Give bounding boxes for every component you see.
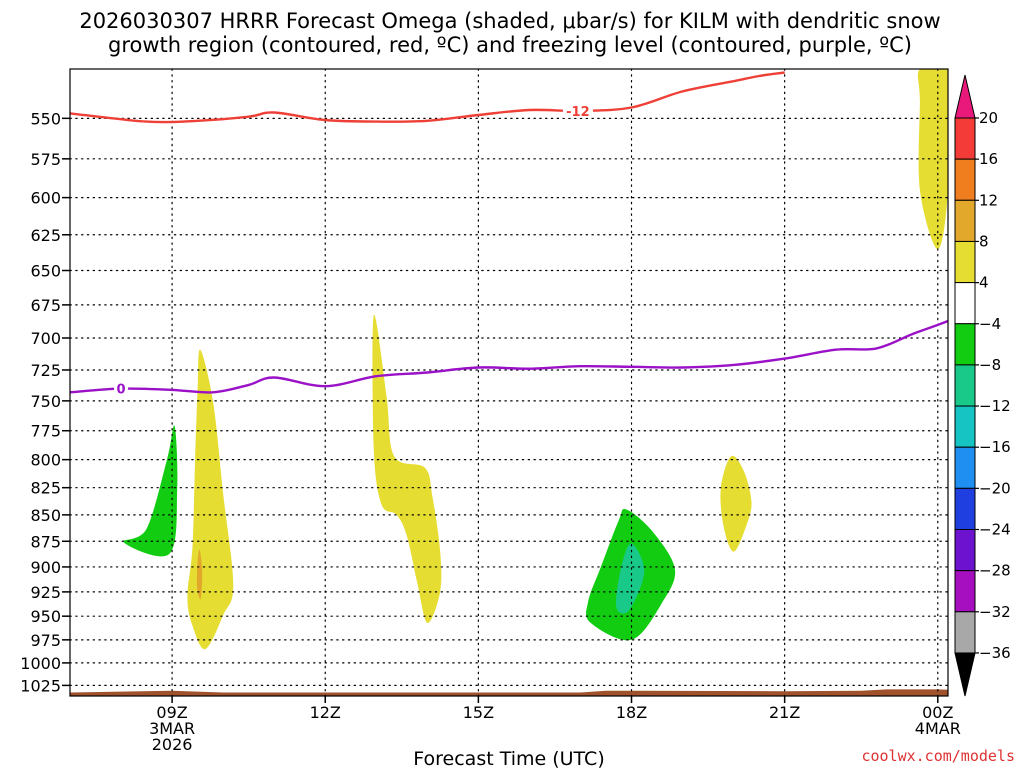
credit-text: coolwx.com/models (861, 747, 1015, 765)
colorbar-tick-label: −8 (979, 356, 1001, 374)
omega-region-4 (372, 314, 442, 623)
x-tick-label: 2026 (152, 735, 193, 754)
x-tick-label: 00Z (922, 703, 953, 722)
contour-line-2 (70, 319, 948, 394)
colorbar-swatch (954, 487, 976, 531)
omega-region-1 (123, 425, 178, 557)
x-tick-label: 4MAR (915, 719, 961, 738)
x-tick-label: 15Z (463, 703, 494, 722)
colorbar-swatch (954, 240, 976, 284)
colorbar-swatch (954, 323, 976, 366)
ground-surface (70, 689, 948, 696)
y-tick-label: 775 (30, 422, 61, 441)
colorbar-swatch (954, 364, 976, 407)
omega-region-3 (196, 549, 203, 600)
grid-lines (69, 68, 949, 697)
colorbar-tick-label: −12 (979, 397, 1011, 415)
colorbar-tick-label: 16 (979, 150, 998, 168)
y-axis-ticks: 550 575 600 625 650 675 700 725 750 775 800 825 850 8… (20, 109, 70, 695)
x-tick-label: 12Z (310, 703, 341, 722)
colorbar-top-arrow (954, 74, 976, 119)
colorbar-bottom-arrow (954, 652, 976, 697)
y-tick-label: 875 (30, 532, 61, 551)
chart-title-line-2: growth region (contoured, red, ºC) and f… (108, 33, 912, 57)
y-tick-label: 975 (30, 631, 61, 650)
x-axis-label: Forecast Time (UTC) (413, 748, 604, 768)
colorbar-tick-label: 12 (979, 191, 998, 209)
y-tick-label: 675 (30, 296, 61, 315)
y-tick-label: 750 (30, 392, 61, 411)
colorbar-tick-label: 4 (979, 274, 989, 292)
y-tick-label: 1025 (20, 676, 61, 695)
colorbar-swatch (954, 117, 976, 160)
omega-region-6 (615, 543, 645, 614)
contour-label-bg (114, 381, 129, 396)
colorbar-swatch (954, 199, 976, 242)
colorbar: 20 16 12 8 4 −4 −8 −12 −16 −20 −24 −28 −32 −36 (954, 74, 1011, 697)
y-tick-label: 925 (30, 583, 61, 602)
contour-label-bg (562, 103, 593, 118)
y-tick-label: 725 (30, 361, 61, 380)
colorbar-tick-label: −24 (979, 521, 1011, 539)
omega-region-8 (917, 69, 948, 250)
chart-title-line-1: 2026030307 HRRR Forecast Omega (shaded, … (79, 9, 940, 33)
colorbar-swatch (954, 611, 976, 654)
contour-label: 0 (117, 383, 126, 398)
colorbar-tick-label: −4 (979, 315, 1001, 333)
colorbar-tick-label: −36 (979, 644, 1011, 662)
y-tick-label: 550 (30, 109, 61, 128)
colorbar-swatch (954, 405, 976, 448)
colorbar-tick-label: −32 (979, 603, 1011, 621)
colorbar-swatch (954, 529, 976, 572)
y-tick-label: 825 (30, 479, 61, 498)
y-tick-label: 600 (30, 189, 61, 208)
y-tick-label: 950 (30, 607, 61, 626)
colorbar-swatch (954, 446, 976, 489)
colorbar-tick-label: 20 (979, 109, 998, 127)
plot-area (70, 69, 948, 696)
colorbar-swatch (954, 158, 976, 201)
colorbar-tick-label: 8 (979, 232, 989, 250)
x-tick-label: 18Z (616, 703, 647, 722)
y-tick-label: 900 (30, 558, 61, 577)
y-tick-label: 1000 (20, 654, 61, 673)
omega-region-7 (720, 455, 752, 552)
colorbar-tick-label: −16 (979, 438, 1011, 456)
contour-line-1 (70, 71, 785, 124)
x-tick-label: 3MAR (149, 719, 195, 738)
colorbar-tick-label: −20 (979, 479, 1011, 497)
y-tick-label: 850 (30, 506, 61, 525)
y-tick-label: 625 (30, 226, 61, 245)
y-tick-label: 700 (30, 329, 61, 348)
contour-lines: -12 0 (70, 71, 948, 398)
colorbar-tick-label: −28 (979, 562, 1011, 580)
y-tick-label: 575 (30, 150, 61, 169)
colorbar-swatch (954, 570, 976, 613)
contour-label: -12 (566, 105, 590, 120)
x-tick-label: 21Z (769, 703, 800, 722)
x-tick-label: 09Z (156, 703, 187, 722)
colorbar-swatch (954, 282, 976, 325)
omega-region-2 (187, 349, 234, 650)
plot-frame (69, 68, 949, 697)
y-tick-label: 800 (30, 451, 61, 470)
y-tick-label: 650 (30, 262, 61, 281)
